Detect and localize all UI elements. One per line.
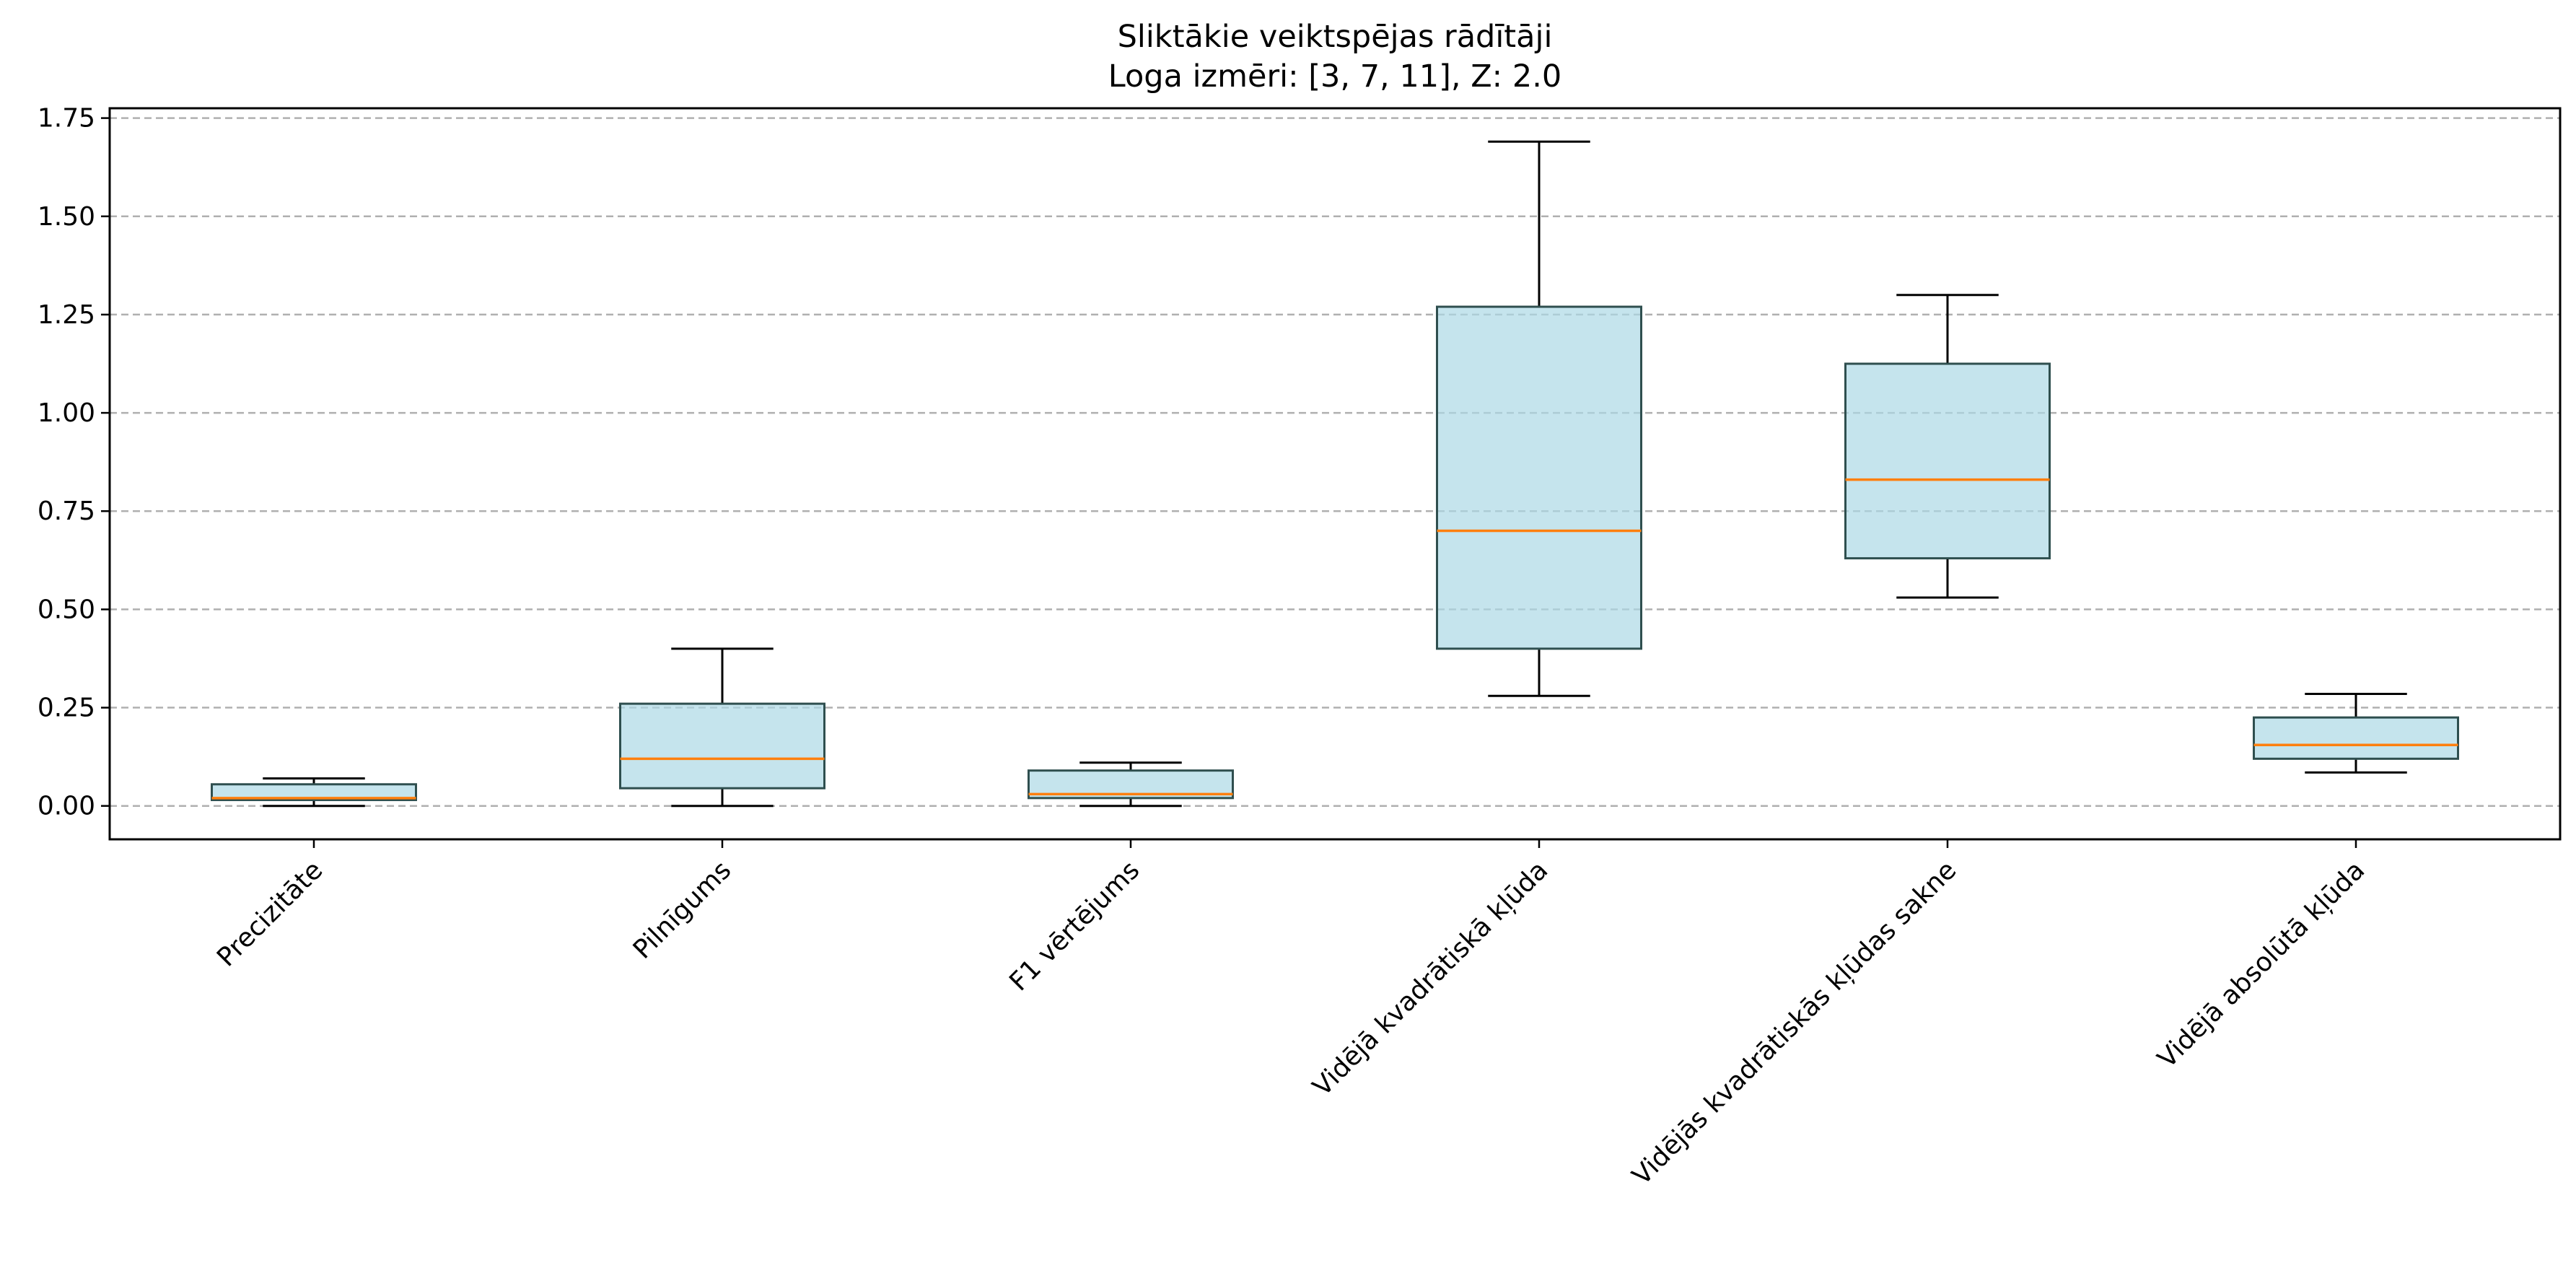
axis-layer: 0.00 0.25 0.50 0.75 1.00 1.25 1.50 1.75 Precizit…: [38, 104, 2562, 1191]
chart-subtitle: Loga izmēri: [3, 7, 11], Z: 2.0: [1108, 58, 1561, 95]
y-tick-label: 0.50: [38, 595, 95, 624]
y-tick-label: 0.75: [38, 497, 95, 526]
y-tick-label: 1.75: [38, 104, 95, 134]
y-tick-label: 1.50: [38, 202, 95, 232]
box-layer: [211, 140, 2459, 808]
x-tick-label: F1 vērtējums: [1004, 855, 1145, 997]
box-iqr: [211, 783, 417, 802]
x-tick-label: Precizitāte: [211, 855, 328, 972]
y-tick-label: 1.25: [38, 300, 95, 330]
box-iqr: [1844, 362, 2051, 560]
grid-layer: [110, 117, 2560, 807]
box-group: [211, 777, 417, 808]
box-group: [2253, 692, 2459, 774]
x-tick-label: Vidējā absolūtā kļūda: [2152, 855, 2371, 1074]
y-tick-label: 0.25: [38, 694, 95, 723]
box-iqr: [619, 702, 825, 790]
box-iqr: [2253, 716, 2459, 760]
x-tick-label: Pilnīgums: [628, 855, 737, 964]
y-tick-label: 0.00: [38, 792, 95, 821]
x-tick-label: Vidējās kvadrātiskās kļūdas sakne: [1626, 855, 1962, 1191]
box-group: [1844, 294, 2051, 599]
chart-title: Sliktākie veiktspējas rādītāji: [1118, 19, 1553, 55]
plot-frame: [108, 107, 2562, 841]
y-tick-label: 1.00: [38, 398, 95, 428]
x-tick-label: Vidējā kvadrātiskā kļūda: [1307, 855, 1554, 1102]
box-iqr: [1436, 305, 1642, 650]
box-group: [619, 647, 825, 808]
box-group: [1028, 761, 1234, 808]
box-group: [1436, 140, 1642, 697]
